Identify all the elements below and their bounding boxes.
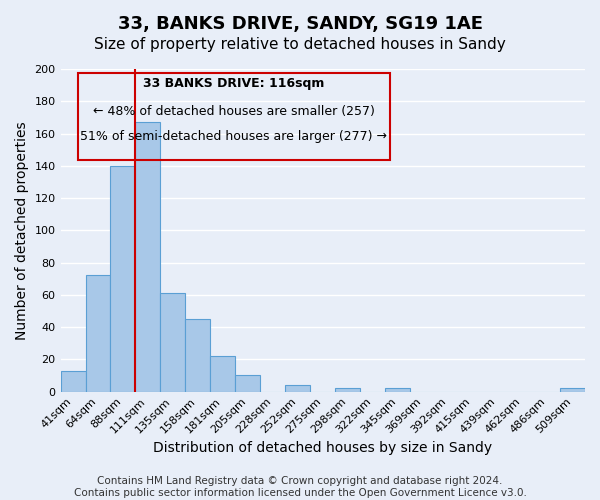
- Bar: [286, 385, 310, 392]
- Text: 33, BANKS DRIVE, SANDY, SG19 1AE: 33, BANKS DRIVE, SANDY, SG19 1AE: [118, 15, 482, 33]
- Bar: [61, 370, 86, 392]
- Bar: [560, 388, 585, 392]
- Text: 51% of semi-detached houses are larger (277) →: 51% of semi-detached houses are larger (…: [80, 130, 388, 143]
- Bar: [110, 166, 136, 392]
- Text: Contains HM Land Registry data © Crown copyright and database right 2024.: Contains HM Land Registry data © Crown c…: [97, 476, 503, 486]
- Bar: [385, 388, 410, 392]
- Bar: [86, 276, 110, 392]
- X-axis label: Distribution of detached houses by size in Sandy: Distribution of detached houses by size …: [153, 441, 493, 455]
- Text: Contains public sector information licensed under the Open Government Licence v3: Contains public sector information licen…: [74, 488, 526, 498]
- Bar: [185, 319, 211, 392]
- Text: 33 BANKS DRIVE: 116sqm: 33 BANKS DRIVE: 116sqm: [143, 78, 325, 90]
- Text: ← 48% of detached houses are smaller (257): ← 48% of detached houses are smaller (25…: [93, 105, 375, 118]
- Y-axis label: Number of detached properties: Number of detached properties: [15, 121, 29, 340]
- Bar: [235, 376, 260, 392]
- Bar: [211, 356, 235, 392]
- Bar: [160, 293, 185, 392]
- Text: Size of property relative to detached houses in Sandy: Size of property relative to detached ho…: [94, 38, 506, 52]
- Bar: [136, 122, 160, 392]
- Bar: [335, 388, 360, 392]
